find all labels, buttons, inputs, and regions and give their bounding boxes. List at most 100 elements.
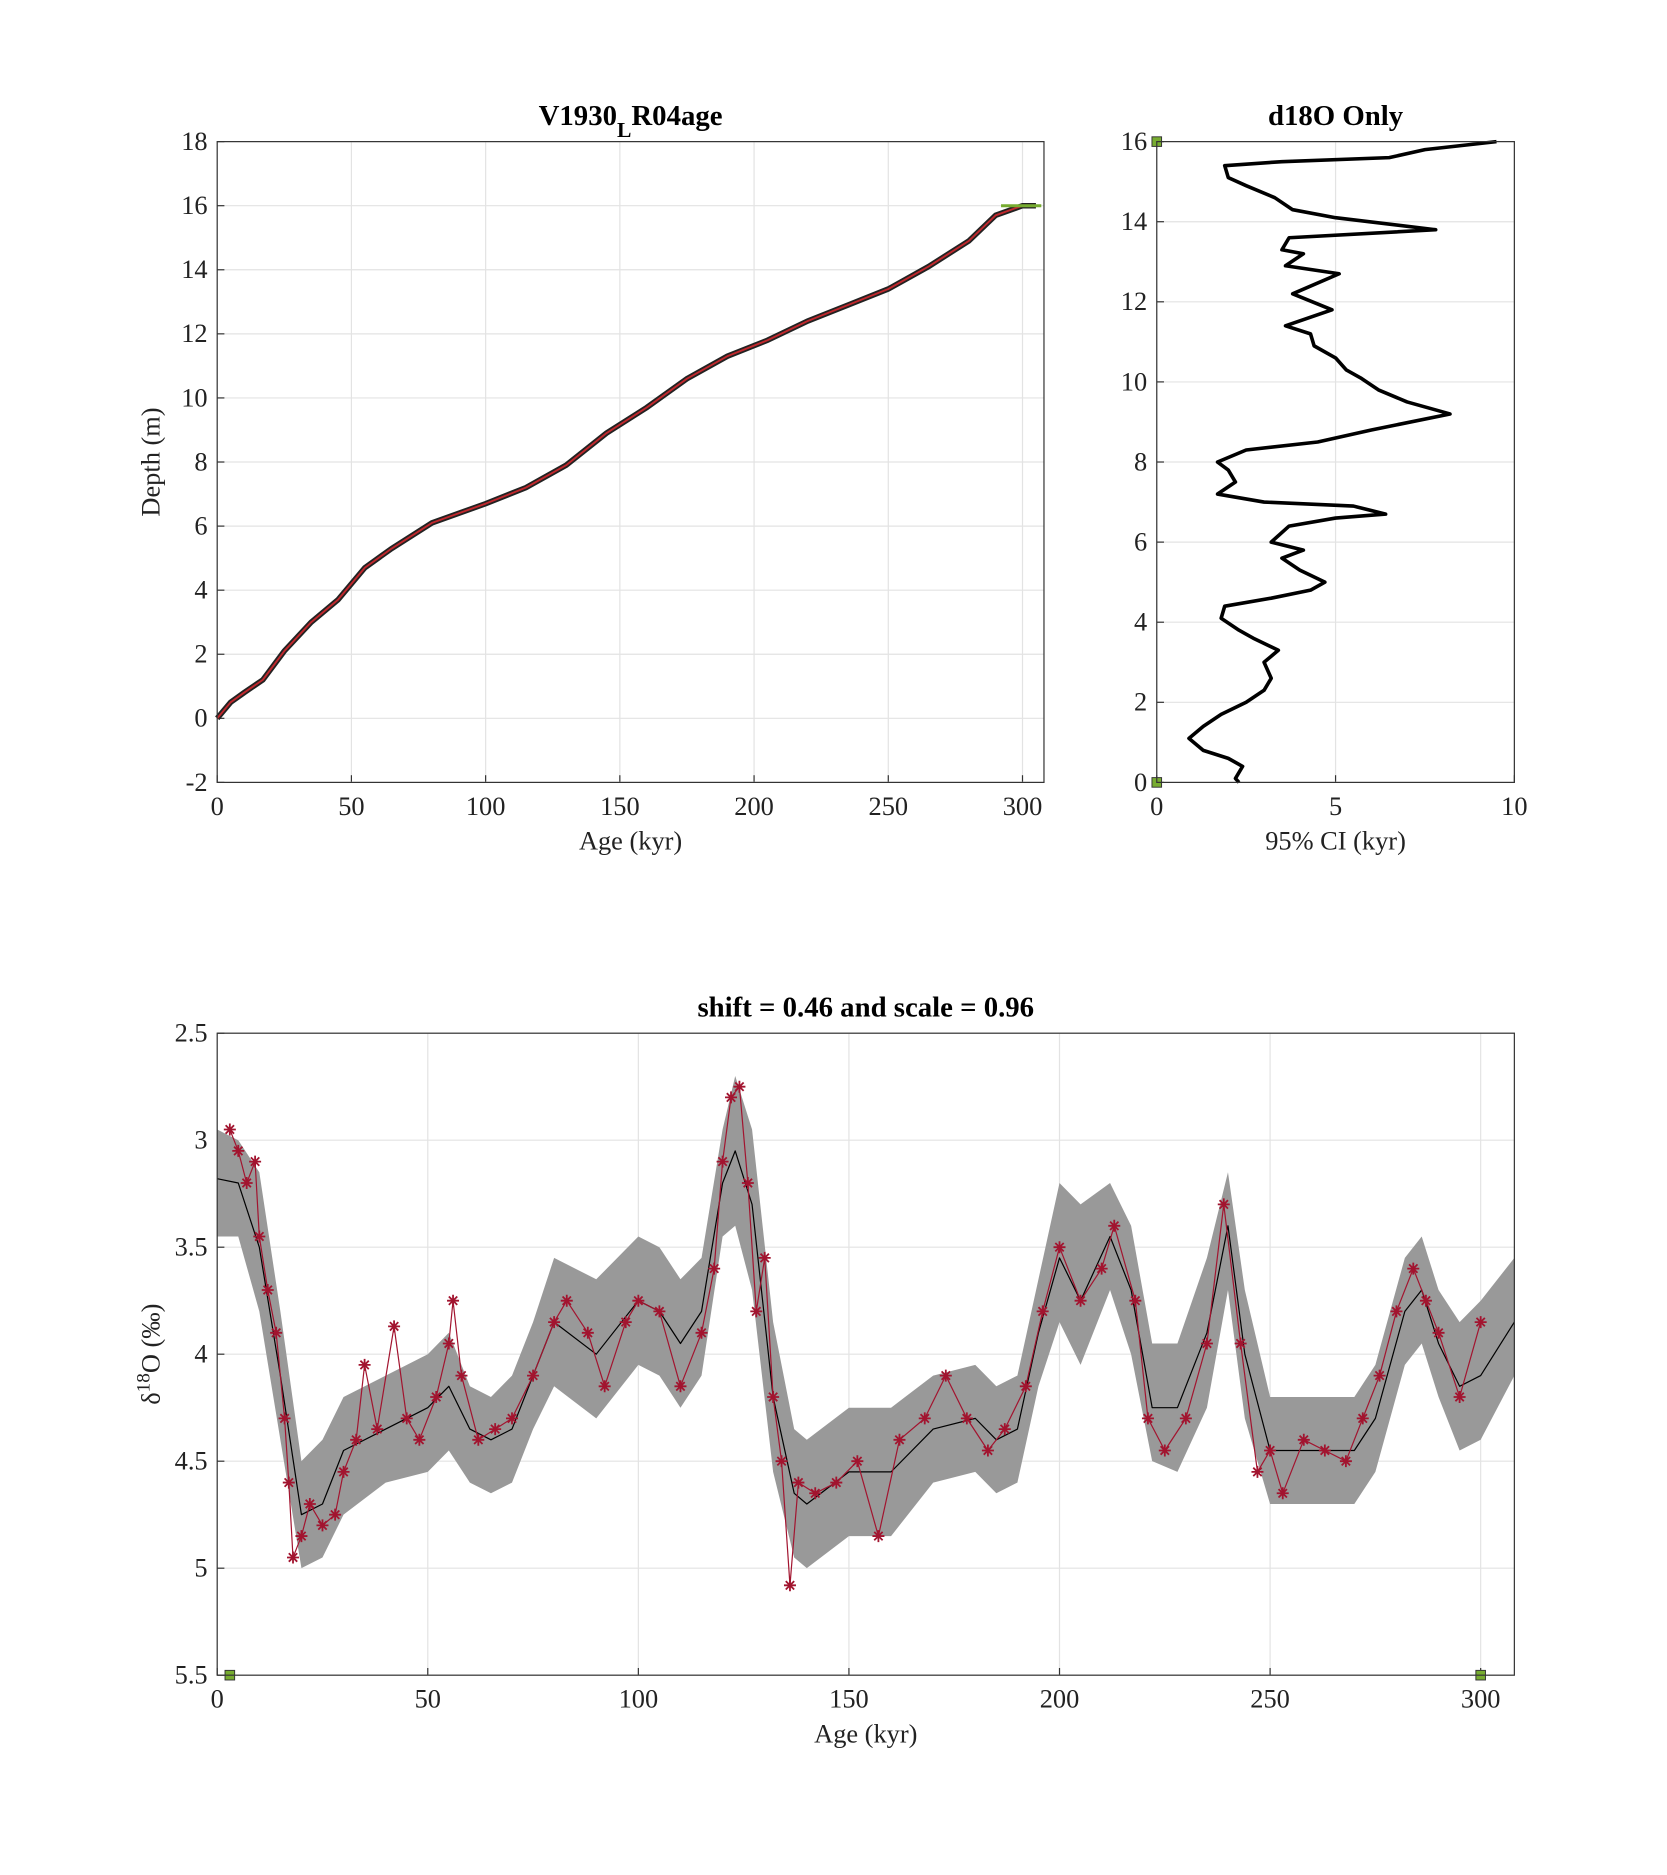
y-axis-label: δ18O (‰) (133, 1304, 166, 1405)
text-part: Age (kyr) (814, 1718, 917, 1748)
y-tick-label: 12 (181, 318, 207, 348)
text-part: V1930 (539, 100, 617, 132)
data-point (455, 1369, 468, 1382)
data-point (792, 1476, 805, 1489)
data-point (261, 1283, 274, 1296)
data-point (960, 1412, 973, 1425)
chart-title: shift = 0.46 and scale = 0.96 (697, 991, 1034, 1023)
data-point (560, 1294, 573, 1307)
data-point (223, 1123, 236, 1136)
data-point (430, 1390, 443, 1403)
axes-box (1156, 141, 1515, 784)
x-tick-label: 200 (1040, 1684, 1080, 1714)
data-point (981, 1444, 994, 1457)
data-point (253, 1230, 266, 1243)
data-point (1095, 1262, 1108, 1275)
data-point (1158, 1444, 1171, 1457)
data-point (1234, 1337, 1247, 1350)
data-point (830, 1476, 843, 1489)
y-tick-label: 10 (181, 382, 207, 412)
text-part: δ (136, 1392, 166, 1404)
data-point (581, 1326, 594, 1339)
y-tick-label: 6 (1134, 527, 1147, 557)
data-point (1373, 1369, 1386, 1382)
text-part: Depth (m) (136, 407, 166, 516)
data-point (998, 1423, 1011, 1436)
data-point (1251, 1465, 1264, 1478)
data-point (337, 1465, 350, 1478)
data-point (1019, 1380, 1032, 1393)
data-point (716, 1155, 729, 1168)
y-tick-label: 2 (194, 639, 207, 669)
data-point (489, 1423, 502, 1436)
data-point (1276, 1487, 1289, 1500)
y-tick-label: 8 (194, 446, 207, 476)
data-point (725, 1091, 738, 1104)
data-point (1453, 1390, 1466, 1403)
y-tick-label: 16 (1121, 126, 1147, 156)
x-tick-label: 50 (415, 1684, 441, 1714)
data-point (1297, 1433, 1310, 1446)
data-point (1217, 1198, 1230, 1211)
data-point (741, 1176, 754, 1189)
data-point (1407, 1262, 1420, 1275)
data-point (1432, 1326, 1445, 1339)
data-point (1200, 1337, 1213, 1350)
y-tick-label: 10 (1121, 366, 1147, 396)
data-point (278, 1412, 291, 1425)
data-point (1129, 1294, 1142, 1307)
text-part: Age (kyr) (579, 826, 682, 856)
x-tick-label: 10 (1501, 791, 1527, 821)
x-axis-label: Age (kyr) (579, 826, 682, 856)
y-tick-label: 3 (194, 1125, 207, 1155)
data-point (1339, 1455, 1352, 1468)
y-tick-label: 14 (1121, 206, 1147, 236)
data-point (400, 1412, 413, 1425)
data-point (472, 1433, 485, 1446)
data-point (548, 1316, 561, 1329)
data-point (388, 1320, 401, 1333)
data-point (1036, 1305, 1049, 1318)
x-tick-label: 150 (600, 791, 640, 821)
y-tick-label: 3.5 (175, 1232, 208, 1262)
data-point (303, 1497, 316, 1510)
data-point (316, 1519, 329, 1532)
data-point (295, 1530, 308, 1543)
data-point (783, 1579, 796, 1592)
x-axis-label: Age (kyr) (814, 1718, 917, 1748)
text-part: 95% CI (kyr) (1265, 826, 1406, 856)
data-point (350, 1433, 363, 1446)
data-point (1053, 1241, 1066, 1254)
data-point (632, 1294, 645, 1307)
data-point (939, 1369, 952, 1382)
data-point (1419, 1294, 1432, 1307)
data-point (527, 1369, 540, 1382)
x-tick-label: 5 (1329, 791, 1342, 821)
data-point (851, 1455, 864, 1468)
connector (229, 1086, 1482, 1586)
y-tick-label: 4 (194, 1339, 207, 1369)
data-point (708, 1262, 721, 1275)
y-tick-label: 4 (194, 575, 207, 605)
data-point (893, 1433, 906, 1446)
text-part: 18 (133, 1373, 154, 1392)
data-point (767, 1390, 780, 1403)
y-tick-label: 12 (1121, 286, 1147, 316)
y-tick-label: 5.5 (175, 1660, 208, 1690)
x-tick-label: 250 (1250, 1684, 1290, 1714)
y-tick-label: 16 (181, 190, 207, 220)
data-point (1108, 1219, 1121, 1232)
y-tick-label: 18 (181, 126, 207, 156)
text-part: d18O Only (1268, 100, 1404, 132)
x-tick-label: 150 (829, 1684, 869, 1714)
x-tick-label: 100 (619, 1684, 659, 1714)
data-point (674, 1380, 687, 1393)
x-tick-label: 200 (734, 791, 774, 821)
x-tick-label: 50 (338, 791, 364, 821)
data-point (240, 1176, 253, 1189)
line (1187, 139, 1497, 784)
y-tick-label: 14 (181, 254, 207, 284)
text-part: shift = 0.46 and scale = 0.96 (697, 991, 1034, 1023)
data-point (442, 1337, 455, 1350)
data-point (1474, 1316, 1487, 1329)
